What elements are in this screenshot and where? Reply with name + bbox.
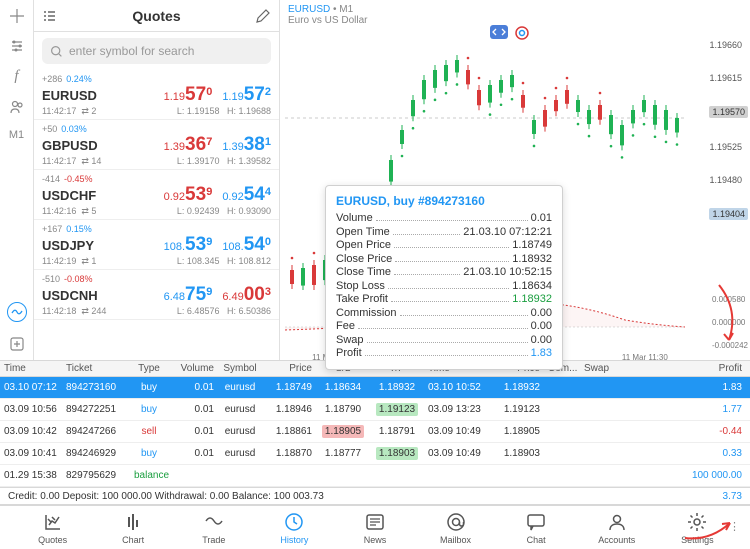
chart-pill-icon[interactable] <box>490 25 508 41</box>
tab-news[interactable]: News <box>347 511 403 545</box>
quote-row[interactable]: -414-0.45% USDCHF 0.92539 0.92544 11:42:… <box>34 170 279 220</box>
list-icon[interactable] <box>42 8 58 24</box>
quotes-panel: Quotes enter symbol for search +2860.24%… <box>34 0 280 360</box>
tab-chart[interactable]: Chart <box>105 511 161 545</box>
history-row[interactable]: 03.09 10:56 894272251 buy 0.01 eurusd 1.… <box>0 399 750 421</box>
crosshair-icon[interactable] <box>9 8 25 24</box>
news-icon <box>364 511 386 533</box>
quote-row[interactable]: +2860.24% EURUSD 1.19570 1.19572 11:42:1… <box>34 70 279 120</box>
chart-panel: EURUSD • M1 Euro vs US Dollar 1.19660 1.… <box>280 0 750 360</box>
summary-row: Credit: 0.00 Deposit: 100 000.00 Withdra… <box>0 487 750 506</box>
mail-icon <box>445 511 467 533</box>
search-icon <box>50 45 63 58</box>
quotes-icon <box>42 511 64 533</box>
quote-row[interactable]: -510-0.08% USDCNH 6.48759 6.49003 11:42:… <box>34 270 279 320</box>
add-icon[interactable] <box>9 336 25 352</box>
history-icon <box>283 511 305 533</box>
quotes-title: Quotes <box>58 8 255 24</box>
quote-row[interactable]: +1670.15% USDJPY 108.539 108.540 11:42:1… <box>34 220 279 270</box>
indicator-icon[interactable] <box>7 302 27 322</box>
trade-tooltip: EURUSD, buy #894273160 Volume0.01Open Ti… <box>325 185 563 370</box>
left-toolbar: f M1 <box>0 0 34 360</box>
acct-icon <box>606 511 628 533</box>
chat-icon <box>525 511 547 533</box>
tab-history[interactable]: History <box>266 511 322 545</box>
search-input[interactable]: enter symbol for search <box>42 38 271 64</box>
edit-icon[interactable] <box>255 8 271 24</box>
tab-chat[interactable]: Chat <box>508 511 564 545</box>
trade-icon <box>203 511 225 533</box>
timeframe-m1-icon[interactable]: M1 <box>9 129 24 141</box>
tab-accounts[interactable]: Accounts <box>589 511 645 545</box>
tab-trade[interactable]: Trade <box>186 511 242 545</box>
more-icon[interactable]: ⋮ <box>729 520 740 533</box>
history-row[interactable]: 01.29 15:38 829795629 balance 100 000.00 <box>0 465 750 487</box>
history-row[interactable]: 03.09 10:41 894246929 buy 0.01 eurusd 1.… <box>0 443 750 465</box>
fx-icon[interactable]: f <box>14 68 18 85</box>
history-row[interactable]: 03.09 10:42 894247266 sell 0.01 eurusd 1… <box>0 421 750 443</box>
y-axis: 1.19660 1.19615 1.19570 1.19525 1.19480 … <box>709 40 748 220</box>
tab-quotes[interactable]: Quotes <box>25 511 81 545</box>
tab-mailbox[interactable]: Mailbox <box>428 511 484 545</box>
quote-row[interactable]: +500.03% GBPUSD 1.39367 1.39381 11:42:17… <box>34 120 279 170</box>
users-icon[interactable] <box>9 99 25 115</box>
tune-icon[interactable] <box>9 38 25 54</box>
history-row[interactable]: 03.10 07:12 894273160 buy 0.01 eurusd 1.… <box>0 377 750 399</box>
bottom-tabbar: Quotes Chart Trade History News Mailbox … <box>0 505 750 549</box>
hint-arrow-icon <box>714 280 744 350</box>
history-table: 03.10 07:12 894273160 buy 0.01 eurusd 1.… <box>0 377 750 487</box>
chart-target-icon[interactable] <box>514 25 530 41</box>
chart-area[interactable]: 1.19660 1.19615 1.19570 1.19525 1.19480 … <box>280 30 750 360</box>
chart-icon <box>122 511 144 533</box>
